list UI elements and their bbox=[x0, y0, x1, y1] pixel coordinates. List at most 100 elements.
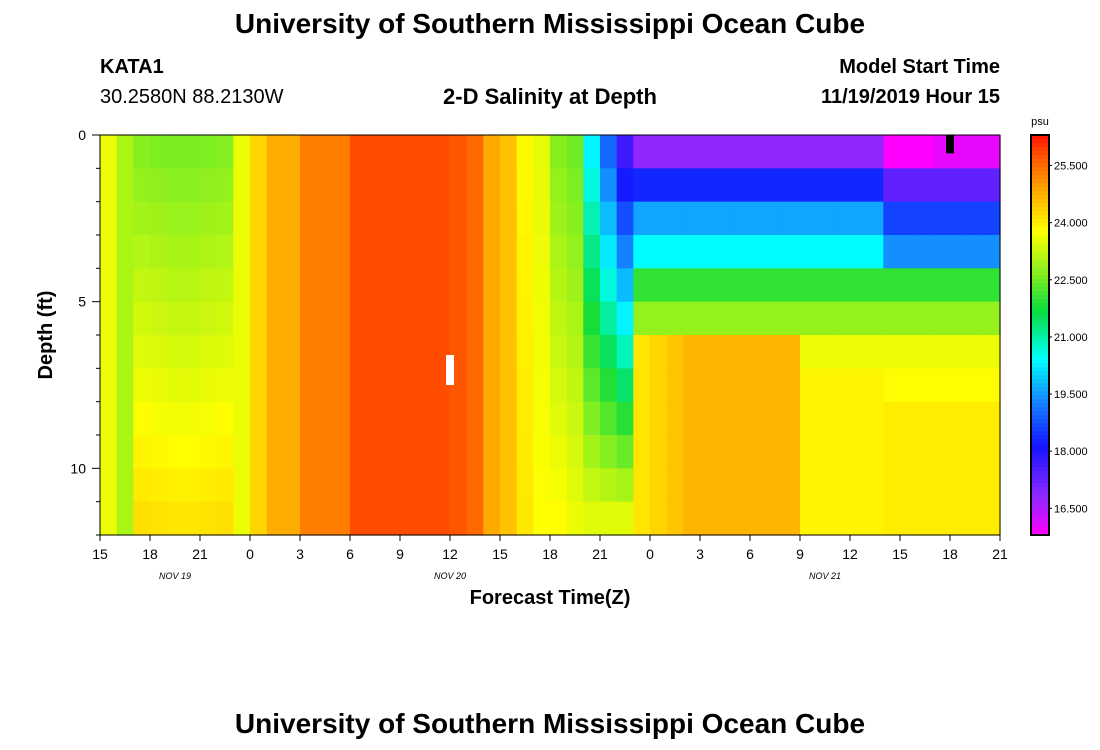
heatmap-cell bbox=[783, 368, 801, 403]
heatmap-cell bbox=[716, 135, 734, 169]
x-axis-label: Forecast Time(Z) bbox=[470, 587, 631, 609]
colorbar-segment bbox=[1031, 523, 1049, 528]
heatmap-cell bbox=[233, 168, 251, 203]
heatmap-cell bbox=[766, 135, 784, 169]
heatmap-cell bbox=[133, 135, 151, 169]
heatmap-cell bbox=[183, 335, 201, 369]
heatmap-cell bbox=[833, 368, 851, 403]
heatmap-cell bbox=[333, 335, 351, 369]
heatmap-cell bbox=[783, 201, 801, 236]
heatmap-cell bbox=[200, 468, 218, 503]
heatmap-cell bbox=[350, 501, 368, 536]
heatmap-cell bbox=[283, 235, 301, 269]
y-tick-label: 10 bbox=[70, 460, 86, 476]
colorbar-segment bbox=[1031, 303, 1049, 308]
heatmap-cell bbox=[883, 401, 901, 436]
heatmap-cell bbox=[800, 301, 818, 336]
colorbar-segment bbox=[1031, 463, 1049, 468]
heatmap-cell bbox=[216, 235, 234, 269]
colorbar-segment bbox=[1031, 479, 1049, 484]
heatmap-cell bbox=[150, 301, 168, 336]
heatmap-cell bbox=[516, 435, 534, 469]
heatmap-cell bbox=[283, 201, 301, 236]
heatmap-cell bbox=[800, 135, 818, 169]
colorbar-segment bbox=[1031, 427, 1049, 432]
heatmap-cell bbox=[666, 368, 684, 403]
heatmap-cell bbox=[133, 168, 151, 203]
heatmap-cell bbox=[616, 401, 634, 436]
heatmap-cell bbox=[300, 168, 318, 203]
heatmap-cell bbox=[433, 468, 451, 503]
heatmap-cell bbox=[483, 401, 501, 436]
colorbar-segment bbox=[1031, 431, 1049, 436]
heatmap-cell bbox=[150, 135, 168, 169]
colorbar-segment bbox=[1031, 163, 1049, 168]
colorbar-segment bbox=[1031, 215, 1049, 220]
colorbar-segment bbox=[1031, 423, 1049, 428]
heatmap-cell bbox=[500, 301, 518, 336]
heatmap-cell bbox=[516, 501, 534, 536]
heatmap-cell bbox=[183, 301, 201, 336]
x-tick-label: 18 bbox=[142, 546, 158, 562]
x-tick-label: 9 bbox=[396, 546, 404, 562]
white-marker bbox=[446, 355, 454, 385]
heatmap-cell bbox=[333, 301, 351, 336]
heatmap-cell bbox=[766, 368, 784, 403]
heatmap-cell bbox=[600, 168, 618, 203]
heatmap-cell bbox=[950, 468, 968, 503]
heatmap-cell bbox=[700, 401, 718, 436]
heatmap-cell bbox=[483, 135, 501, 169]
heatmap-cell bbox=[350, 168, 368, 203]
heatmap-cell bbox=[583, 168, 601, 203]
colorbar-segment bbox=[1031, 287, 1049, 292]
heatmap-cell bbox=[333, 135, 351, 169]
heatmap-cell bbox=[533, 368, 551, 403]
heatmap-cell bbox=[400, 235, 418, 269]
heatmap-cell bbox=[350, 235, 368, 269]
heatmap-cell bbox=[183, 135, 201, 169]
heatmap-cell bbox=[983, 401, 1001, 436]
x-tick-label: 21 bbox=[192, 546, 208, 562]
heatmap-cell bbox=[666, 268, 684, 303]
colorbar-segment bbox=[1031, 135, 1049, 140]
heatmap-cell bbox=[400, 168, 418, 203]
heatmap-cell bbox=[583, 301, 601, 336]
colorbar-segment bbox=[1031, 159, 1049, 164]
heatmap-cell bbox=[533, 401, 551, 436]
heatmap-cell bbox=[166, 468, 184, 503]
heatmap-cell bbox=[483, 235, 501, 269]
heatmap-cell bbox=[566, 301, 584, 336]
heatmap-cell bbox=[516, 401, 534, 436]
heatmap-cell bbox=[683, 168, 701, 203]
heatmap-cell bbox=[466, 401, 484, 436]
heatmap-cell bbox=[950, 168, 968, 203]
heatmap-cell bbox=[950, 401, 968, 436]
heatmap-cell bbox=[450, 335, 468, 369]
heatmap-cell bbox=[450, 368, 468, 403]
heatmap-cell bbox=[333, 235, 351, 269]
heatmap-cell bbox=[900, 401, 918, 436]
heatmap-cell bbox=[216, 301, 234, 336]
heatmap-cell bbox=[566, 335, 584, 369]
heatmap-cell bbox=[350, 401, 368, 436]
heatmap-cell bbox=[266, 135, 284, 169]
heatmap-cell bbox=[816, 135, 834, 169]
colorbar-segment bbox=[1031, 247, 1049, 252]
heatmap-cell bbox=[383, 201, 401, 236]
heatmap-cell bbox=[150, 468, 168, 503]
heatmap-cell bbox=[750, 468, 768, 503]
heatmap-cell bbox=[850, 435, 868, 469]
heatmap-cell bbox=[116, 335, 134, 369]
heatmap-cell bbox=[383, 435, 401, 469]
heatmap-cell bbox=[550, 201, 568, 236]
heatmap-cell bbox=[916, 135, 934, 169]
x-tick-label: 0 bbox=[246, 546, 254, 562]
heatmap-cell bbox=[516, 168, 534, 203]
heatmap-cell bbox=[783, 435, 801, 469]
heatmap-cell bbox=[400, 268, 418, 303]
heatmap-cell bbox=[116, 401, 134, 436]
heatmap-cell bbox=[683, 268, 701, 303]
heatmap-cell bbox=[550, 168, 568, 203]
heatmap-cell bbox=[683, 401, 701, 436]
heatmap-cell bbox=[650, 368, 668, 403]
